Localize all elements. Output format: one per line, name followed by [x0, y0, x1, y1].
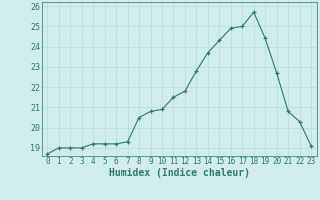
X-axis label: Humidex (Indice chaleur): Humidex (Indice chaleur) — [109, 168, 250, 178]
